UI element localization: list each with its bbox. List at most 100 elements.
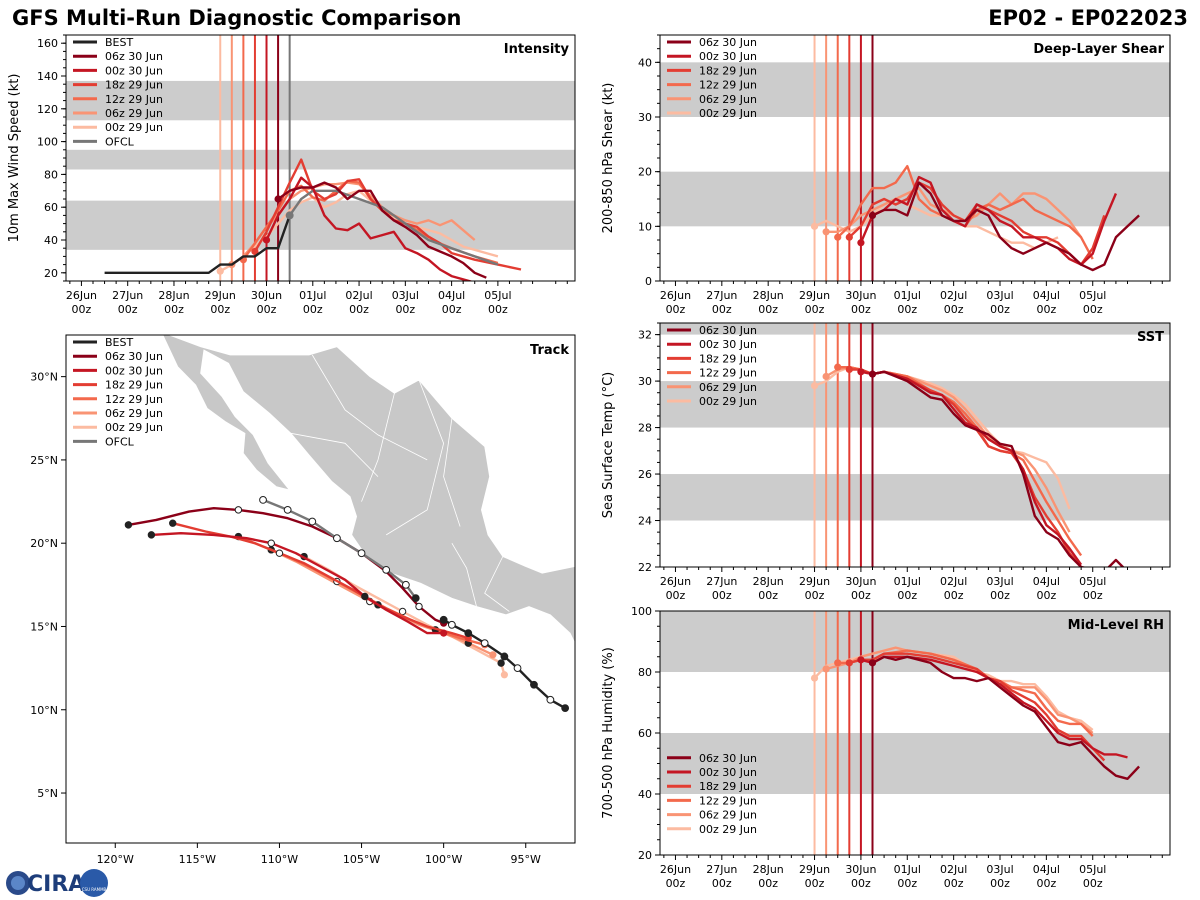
series-line [813, 197, 1059, 250]
track-line [262, 498, 417, 599]
x-tick-label: 30Jun [251, 289, 282, 302]
x-tick-label: 00z [164, 303, 184, 316]
map-area [124, 335, 575, 744]
x-tick-label: 00z [851, 303, 871, 316]
track-marker [147, 531, 156, 539]
track-marker [382, 565, 391, 574]
x-tick-label: 27Jun [706, 575, 737, 588]
x-tick-label: 00z [758, 303, 778, 316]
y-tick-label: 10°N [30, 704, 58, 717]
legend-label: 18z 29 Jun [105, 379, 163, 392]
x-tick-label: 00z [944, 877, 964, 890]
legend-label: OFCL [105, 435, 135, 448]
x-tick-label: 03Jul [986, 289, 1013, 302]
x-tick-label: 00z [851, 877, 871, 890]
y-axis-label: 700-500 hPa Humidity (%) [601, 647, 616, 819]
panel-title: Deep-Layer Shear [1033, 42, 1164, 57]
x-tick-label: 00z [488, 303, 508, 316]
panel-shear: 01020304026Jun00z27Jun00z28Jun00z29Jun00… [601, 34, 1171, 316]
x-tick-label: 00z [851, 589, 871, 602]
legend-label: 18z 29 Jun [105, 79, 163, 92]
legend-label: 12z 29 Jun [699, 367, 757, 380]
track-marker [169, 519, 177, 527]
y-tick-label: 100 [631, 605, 652, 618]
y-tick-label: 25°N [30, 454, 58, 467]
band [660, 611, 1170, 672]
state-border [451, 542, 477, 607]
panel-rh: 2040608010026Jun00z27Jun00z28Jun00z29Jun… [601, 605, 1171, 890]
x-tick-label: 03Jul [986, 863, 1013, 876]
x-tick-label: 05Jul [484, 289, 511, 302]
y-tick-label: 20 [638, 166, 652, 179]
track-start-marker [500, 671, 508, 679]
x-tick-label: 03Jul [986, 575, 1013, 588]
analysis-marker [857, 656, 865, 664]
y-tick-label: 30 [638, 375, 652, 388]
track-line [151, 532, 444, 635]
y-tick-label: 0 [645, 275, 652, 288]
band [660, 171, 1170, 227]
y-tick-label: 40 [638, 56, 652, 69]
track-marker [333, 534, 341, 543]
x-tick-label: 26Jun [660, 863, 691, 876]
track-marker [275, 549, 284, 557]
x-tick-label: 00z [1083, 303, 1103, 316]
panel-title: Intensity [504, 42, 570, 57]
track-marker [357, 549, 366, 558]
x-tick-label: 04Jul [1033, 575, 1060, 588]
analysis-marker [810, 222, 819, 230]
x-tick-label: 00z [805, 589, 825, 602]
x-tick-label: 100°W [425, 853, 462, 866]
analysis-marker [810, 674, 819, 682]
analysis-marker [822, 665, 830, 673]
analysis-marker [845, 365, 853, 374]
plot-frame [659, 322, 1171, 568]
track-marker [124, 521, 133, 529]
track-start-marker [440, 629, 448, 637]
x-tick-label: 30Jun [845, 289, 876, 302]
series-line [104, 214, 291, 274]
x-tick-label: 00z [758, 877, 778, 890]
legend-label: BEST [105, 36, 133, 49]
series-line [288, 189, 499, 266]
x-tick-label: 26Jun [660, 575, 691, 588]
y-tick-label: 15°N [30, 620, 58, 633]
storm-id-title: EP02 - EP022023 [988, 6, 1188, 30]
track-marker [267, 539, 275, 547]
legend-label: 00z 30 Jun [699, 766, 757, 779]
track-marker [530, 680, 538, 689]
ofcl-marker [285, 211, 294, 220]
legend-label: 06z 30 Jun [699, 752, 757, 765]
track-marker [546, 695, 555, 704]
chart-title: GFS Multi-Run Diagnostic Comparison [12, 6, 462, 30]
track-marker [439, 615, 448, 624]
x-tick-label: 26Jun [660, 289, 691, 302]
x-tick-label: 01Jul [299, 289, 326, 302]
globe-inner [11, 876, 25, 890]
y-axis-label: Sea Surface Temp (°C) [601, 372, 616, 519]
track-marker [234, 506, 243, 514]
x-tick-label: 00z [1036, 303, 1056, 316]
x-tick-label: 27Jun [706, 289, 737, 302]
panel-sst: 22242628303226Jun00z27Jun00z28Jun00z29Ju… [601, 322, 1171, 602]
track-marker [361, 592, 369, 601]
legend-label: 06z 29 Jun [699, 93, 757, 106]
logo-subtext: CSU RAMMB [82, 887, 107, 892]
analysis-marker [845, 233, 853, 241]
analysis-marker [834, 233, 842, 241]
legend-label: 06z 29 Jun [699, 809, 757, 822]
legend-label: 06z 30 Jun [105, 50, 163, 63]
x-tick-label: 00z [257, 303, 277, 316]
legend-label: 12z 29 Jun [699, 79, 757, 92]
series-line [859, 175, 1118, 266]
legend-label: 12z 29 Jun [105, 393, 163, 406]
legend-label: 06z 29 Jun [105, 407, 163, 420]
analysis-marker [868, 211, 877, 219]
x-tick-label: 01Jul [894, 575, 921, 588]
band [660, 474, 1170, 521]
y-tick-label: 20 [44, 267, 58, 280]
analysis-marker [216, 267, 224, 275]
track-marker [259, 495, 267, 504]
series-line [872, 370, 1125, 567]
legend-label: 12z 29 Jun [105, 93, 163, 106]
